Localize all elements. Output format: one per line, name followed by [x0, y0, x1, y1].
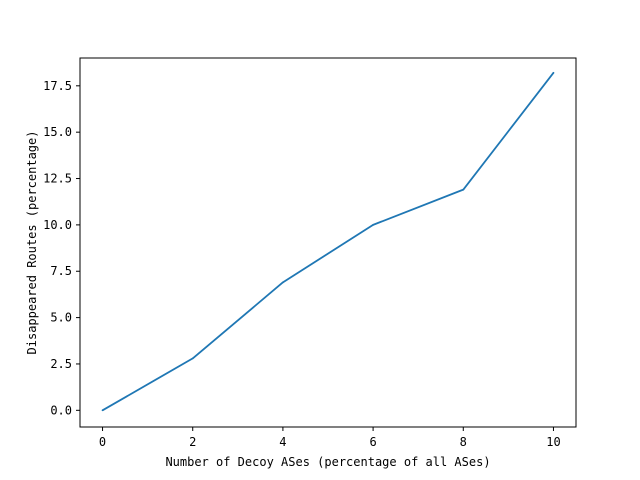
data-point — [552, 71, 555, 74]
x-tick-label: 6 — [369, 435, 376, 449]
x-tick-label: 4 — [279, 435, 286, 449]
y-tick-label: 17.5 — [43, 79, 72, 93]
x-tick-label: 0 — [99, 435, 106, 449]
y-tick-label: 5.0 — [50, 311, 72, 325]
axes-frame — [79, 57, 577, 428]
data-point — [101, 409, 104, 412]
x-tick-label: 10 — [546, 435, 560, 449]
x-tick-label: 8 — [460, 435, 467, 449]
y-tick-label: 2.5 — [50, 357, 72, 371]
data-point — [462, 188, 465, 191]
plot-area — [101, 71, 555, 412]
data-point — [282, 281, 284, 284]
y-tick-label: 15.0 — [43, 125, 72, 139]
y-tick-label: 7.5 — [50, 264, 72, 278]
y-tick-label: 12.5 — [43, 172, 72, 186]
x-axis-label: Number of Decoy ASes (percentage of all … — [165, 455, 490, 469]
y-axis: 0.0 2.5 5.0 7.5 10.0 12.5 15.0 17.5 — [43, 79, 80, 417]
series-line-0 — [102, 72, 555, 412]
y-axis-label: Disappeared Routes (percentage) — [25, 131, 39, 355]
data-point — [372, 223, 374, 226]
y-tick-label: 10.0 — [43, 218, 72, 232]
x-axis: 0 2 4 6 8 10 — [99, 427, 561, 449]
y-tick-label: 0.0 — [50, 403, 72, 417]
x-tick-label: 2 — [189, 435, 196, 449]
data-point — [191, 357, 194, 360]
